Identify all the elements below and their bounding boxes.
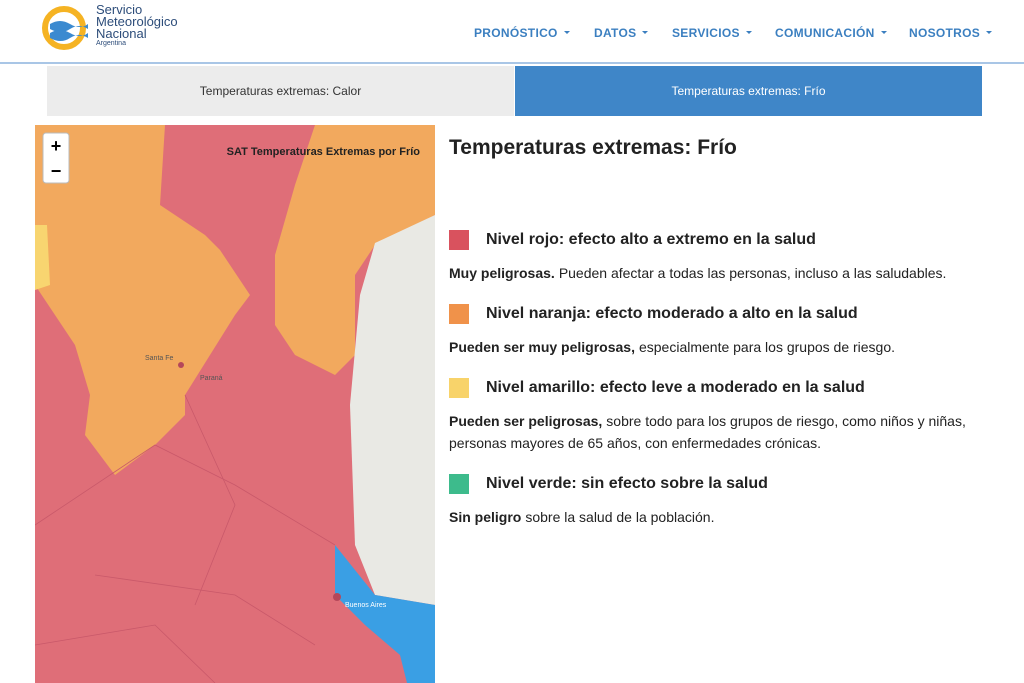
level-swatch	[449, 304, 469, 324]
level: Nivel verde: sin efecto sobre la salud Si…	[449, 474, 989, 528]
level-text: Pueden afectar a todas las personas, inc…	[558, 265, 947, 281]
legend-content: Temperaturas extremas: Frío Nivel rojo: …	[449, 136, 989, 548]
level-heading: Nivel verde: sin efecto sobre la salud	[486, 475, 768, 492]
level-text: sobre todo para los grupos de riesgo, co…	[449, 413, 966, 451]
tab-active[interactable]: Temperaturas extremas: Frío	[515, 66, 982, 116]
map-river	[335, 545, 435, 683]
map-label: Paraná	[200, 375, 223, 382]
map-region	[35, 225, 50, 290]
level-heading-row: Nivel rojo: efecto alto a extremo en la …	[449, 230, 989, 250]
header: Servicio Meteorológico Nacional Argentin…	[0, 0, 1024, 64]
map-borders	[35, 394, 336, 683]
level-bold: Muy peligrosas.	[449, 265, 555, 281]
nav-item[interactable]: DATOS	[594, 26, 648, 40]
logo-line: Nacional	[96, 26, 147, 41]
nav-item[interactable]: SERVICIOS	[672, 26, 752, 40]
level-bold: Sin peligro	[449, 509, 522, 525]
level-description: Pueden ser peligrosas, sobre todo para lo…	[449, 410, 969, 454]
map-title: SAT Temperaturas Extremas por Frío	[227, 146, 421, 158]
zoom-control	[42, 132, 70, 184]
map-region	[35, 125, 250, 475]
logo-line: Servicio	[96, 2, 143, 17]
level-description: Muy peligrosas. Pueden afectar a todas la…	[449, 262, 969, 284]
level-description: Pueden ser muy peligrosas, especialmente …	[449, 336, 969, 358]
level-heading: Nivel naranja: efecto moderado a alto en…	[486, 305, 858, 322]
level-swatch	[449, 474, 469, 494]
level-description: Sin peligro sobre la salud de la població…	[449, 506, 969, 528]
map-label: Santa Fe	[145, 355, 174, 362]
level-text: especialmente para los grupos de riesgo.	[638, 339, 896, 355]
zoom-in[interactable]: +	[51, 136, 62, 156]
city-dot	[178, 362, 184, 368]
map-label: Buenos Aires	[345, 602, 387, 609]
zoom-out[interactable]: −	[51, 161, 62, 181]
map[interactable]: + − SAT Temperaturas Extremas por Frío S…	[35, 125, 435, 683]
level-bold: Pueden ser muy peligrosas,	[449, 339, 635, 355]
level-bold: Pueden ser peligrosas,	[449, 413, 603, 429]
map-region	[275, 125, 435, 375]
nav-item[interactable]: COMUNICACIÓN	[775, 26, 887, 40]
content-title: Temperaturas extremas: Frío	[449, 136, 737, 159]
level-text: sobre la salud de la población.	[525, 509, 715, 525]
logo-line: Argentina	[96, 40, 126, 47]
map-sea	[350, 215, 435, 605]
level: Nivel naranja: efecto moderado a alto en…	[449, 304, 989, 358]
level-heading: Nivel rojo: efecto alto a extremo en la …	[486, 231, 816, 248]
city-dot	[333, 593, 341, 601]
logo-text[interactable]: Servicio Meteorológico Nacional Argentin…	[96, 2, 178, 48]
level-swatch	[449, 230, 469, 250]
tab[interactable]: Temperaturas extremas: Calor	[47, 66, 514, 116]
level-heading-row: Nivel amarillo: efecto leve a moderado e…	[449, 378, 989, 398]
level-heading-row: Nivel naranja: efecto moderado a alto en…	[449, 304, 989, 324]
nav-item[interactable]: PRONÓSTICO	[474, 26, 570, 40]
logo-line: Meteorológico	[96, 14, 178, 29]
level: Nivel amarillo: efecto leve a moderado e…	[449, 378, 989, 454]
level-swatch	[449, 378, 469, 398]
level-heading-row: Nivel verde: sin efecto sobre la salud	[449, 474, 989, 494]
level-heading: Nivel amarillo: efecto leve a moderado e…	[486, 379, 865, 396]
logo-icon[interactable]	[42, 6, 90, 50]
level: Nivel rojo: efecto alto a extremo en la …	[449, 230, 989, 284]
nav-item[interactable]: NOSOTROS	[909, 26, 992, 40]
